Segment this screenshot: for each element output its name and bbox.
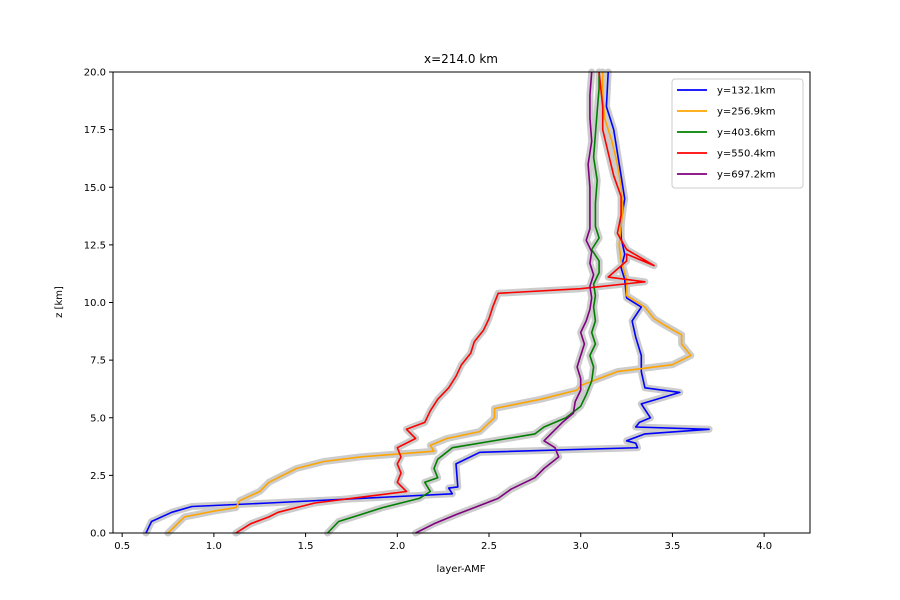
- legend-label-3: y=550.4km: [717, 149, 775, 160]
- y-tick-label: 7.5: [90, 356, 106, 367]
- plot-area: [112, 68, 811, 537]
- x-tick-label: 1.5: [298, 541, 314, 552]
- chart-title: x=214.0 km: [424, 52, 498, 66]
- x-tick-label: 2.0: [389, 541, 405, 552]
- series-line-1: [167, 72, 692, 534]
- y-tick-label: 17.5: [84, 125, 106, 136]
- x-tick-label: 1.0: [206, 541, 222, 552]
- x-tick-label: 3.0: [573, 541, 589, 552]
- x-axis-ticks: 0.5 1.0 1.5 2.0 2.5 3.0 3.5 4.0: [114, 533, 772, 552]
- series-line-2: [327, 72, 600, 534]
- y-tick-label: 2.5: [90, 471, 106, 482]
- series-line-4: [415, 71, 595, 534]
- legend: y=132.1km y=256.9km y=403.6km y=550.4km y=69…: [671, 78, 804, 189]
- x-tick-label: 2.5: [481, 541, 497, 552]
- x-tick-label: 4.0: [756, 541, 772, 552]
- legend-label-2: y=403.6km: [717, 128, 775, 139]
- y-tick-label: 12.5: [84, 240, 106, 251]
- x-tick-label: 0.5: [114, 541, 130, 552]
- y-tick-label: 20.0: [84, 68, 106, 79]
- y-tick-label: 15.0: [84, 183, 106, 194]
- legend-box: [671, 78, 804, 189]
- y-axis-label: z [km]: [54, 286, 65, 318]
- series-lines: [145, 71, 710, 534]
- y-tick-label: 10.0: [84, 298, 106, 309]
- x-tick-label: 3.5: [664, 541, 680, 552]
- y-tick-label: 0.0: [90, 529, 106, 540]
- legend-label-4: y=697.2km: [717, 170, 775, 181]
- y-axis-ticks: 0.0 2.5 5.0 7.5 10.0 12.5 15.0 17.5 20.0: [84, 68, 113, 540]
- legend-label-1: y=256.9km: [717, 107, 775, 118]
- y-tick-label: 5.0: [90, 413, 106, 424]
- series-line-3: [235, 71, 655, 534]
- x-axis-label: layer-AMF: [436, 564, 485, 575]
- legend-label-0: y=132.1km: [717, 86, 775, 97]
